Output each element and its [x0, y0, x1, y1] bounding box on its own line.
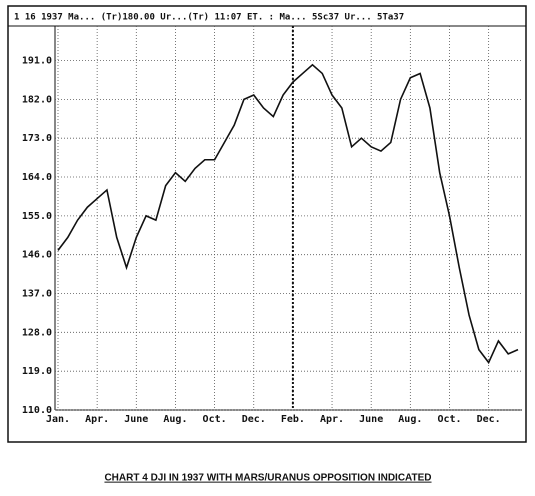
y-tick-label: 119.0 [22, 366, 52, 377]
x-tick-label: Feb. [281, 414, 305, 425]
header: 1 16 1937 Ma... (Tr)180.00 Ur...(Tr) 11:… [14, 13, 404, 23]
x-tick-label: Dec. [242, 414, 266, 425]
x-tick-label: Apr. [320, 414, 344, 425]
x-tick-label: Aug. [163, 414, 187, 425]
x-tick-label: Oct. [437, 414, 461, 425]
x-tick-label: Oct. [203, 414, 227, 425]
y-tick-label: 191.0 [22, 56, 52, 67]
x-tick-label: June [359, 414, 383, 425]
price-line [57, 63, 519, 365]
y-tick-label: 182.0 [22, 94, 52, 105]
x-tick-label: Aug. [398, 414, 422, 425]
x-tick-label: Apr. [85, 414, 109, 425]
y-tick-label: 128.0 [22, 327, 52, 338]
frame [7, 5, 527, 443]
y-tick-label: 146.0 [22, 250, 52, 261]
y-tick-label: 164.0 [22, 172, 52, 183]
y-tick-label: 155.0 [22, 211, 52, 222]
y-tick-label: 173.0 [22, 133, 52, 144]
x-tick-label: Jan. [46, 414, 70, 425]
caption: CHART 4 DJI IN 1937 WITH MARS/URANUS OPP… [104, 473, 431, 484]
x-tick-label: June [124, 414, 148, 425]
x-tick-label: Dec. [477, 414, 501, 425]
y-tick-label: 110.0 [22, 405, 52, 416]
y-tick-label: 137.0 [22, 289, 52, 300]
